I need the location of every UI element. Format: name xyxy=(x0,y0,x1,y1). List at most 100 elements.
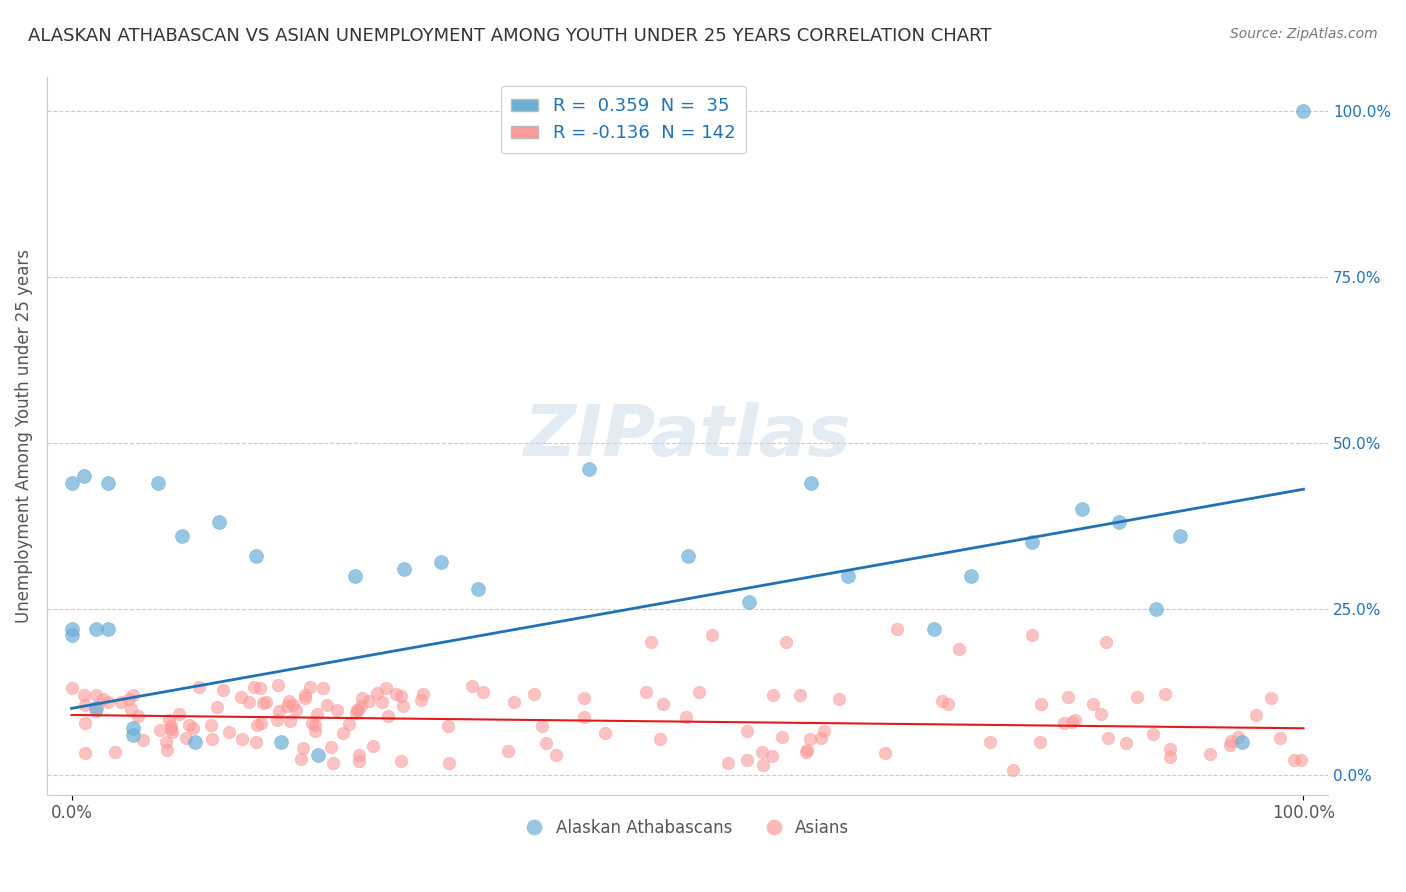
Point xyxy=(1220,733,1243,747)
Point xyxy=(1097,731,1119,745)
Point xyxy=(75,715,97,730)
Legend: Alaskan Athabascans, Asians: Alaskan Athabascans, Asians xyxy=(519,813,856,844)
Text: ZIPatlas: ZIPatlas xyxy=(524,401,851,471)
Point xyxy=(347,748,370,763)
Point xyxy=(73,469,96,483)
Point xyxy=(280,714,302,728)
Point xyxy=(1029,697,1052,711)
Point xyxy=(751,745,773,759)
Point xyxy=(578,462,600,476)
Point xyxy=(1053,715,1076,730)
Point xyxy=(249,681,271,695)
Point xyxy=(211,682,233,697)
Point xyxy=(357,694,380,708)
Point xyxy=(266,713,288,727)
Point xyxy=(174,731,197,745)
Point xyxy=(789,688,811,702)
Point xyxy=(301,715,323,730)
Point xyxy=(1028,734,1050,748)
Point xyxy=(316,698,339,712)
Point xyxy=(467,582,489,596)
Point xyxy=(1198,747,1220,761)
Point xyxy=(1268,731,1291,745)
Point xyxy=(187,680,209,694)
Point xyxy=(796,743,818,757)
Point xyxy=(366,685,388,699)
Point xyxy=(146,475,169,490)
Point xyxy=(471,684,494,698)
Point xyxy=(326,703,349,717)
Point xyxy=(84,701,107,715)
Point xyxy=(675,710,697,724)
Point xyxy=(371,696,394,710)
Point xyxy=(157,713,180,727)
Point xyxy=(73,746,96,760)
Point xyxy=(770,731,793,745)
Point xyxy=(252,696,274,710)
Point xyxy=(84,622,107,636)
Point xyxy=(762,689,785,703)
Point xyxy=(1227,730,1250,744)
Point xyxy=(1230,734,1253,748)
Point xyxy=(332,726,354,740)
Point xyxy=(1168,529,1191,543)
Point xyxy=(948,641,970,656)
Point xyxy=(292,740,315,755)
Point xyxy=(122,688,145,702)
Point xyxy=(523,687,546,701)
Point xyxy=(86,704,108,718)
Point xyxy=(104,745,127,759)
Point xyxy=(294,688,316,702)
Point xyxy=(544,747,567,762)
Point xyxy=(688,685,710,699)
Point xyxy=(201,731,224,746)
Point xyxy=(304,718,326,732)
Point xyxy=(761,748,783,763)
Point xyxy=(337,717,360,731)
Point xyxy=(461,679,484,693)
Point xyxy=(374,681,396,695)
Point xyxy=(735,753,758,767)
Point xyxy=(169,706,191,721)
Point xyxy=(875,746,897,760)
Point xyxy=(1219,738,1241,752)
Point xyxy=(238,695,260,709)
Point xyxy=(800,475,823,490)
Point xyxy=(1289,754,1312,768)
Point xyxy=(1144,601,1167,615)
Point xyxy=(979,735,1001,749)
Point xyxy=(922,622,945,636)
Point xyxy=(281,698,304,713)
Point xyxy=(799,731,821,746)
Point xyxy=(430,555,453,569)
Point xyxy=(299,680,322,694)
Point xyxy=(813,724,835,739)
Point xyxy=(1021,628,1043,642)
Point xyxy=(735,723,758,738)
Point xyxy=(634,685,657,699)
Point xyxy=(810,731,832,745)
Point xyxy=(717,756,740,771)
Point xyxy=(1021,535,1043,549)
Point xyxy=(322,756,344,770)
Point xyxy=(775,635,797,649)
Point xyxy=(652,697,675,711)
Point xyxy=(1153,687,1175,701)
Point xyxy=(294,691,316,706)
Point xyxy=(183,734,205,748)
Point xyxy=(437,719,460,733)
Point xyxy=(738,595,761,609)
Point xyxy=(246,718,269,732)
Point xyxy=(160,723,183,737)
Point xyxy=(156,743,179,757)
Point xyxy=(1108,516,1130,530)
Point xyxy=(231,731,253,746)
Point xyxy=(702,628,724,642)
Point xyxy=(349,755,371,769)
Point xyxy=(1292,103,1315,118)
Point xyxy=(361,739,384,754)
Point xyxy=(676,549,699,563)
Point xyxy=(593,726,616,740)
Point xyxy=(1056,690,1078,704)
Point xyxy=(572,709,595,723)
